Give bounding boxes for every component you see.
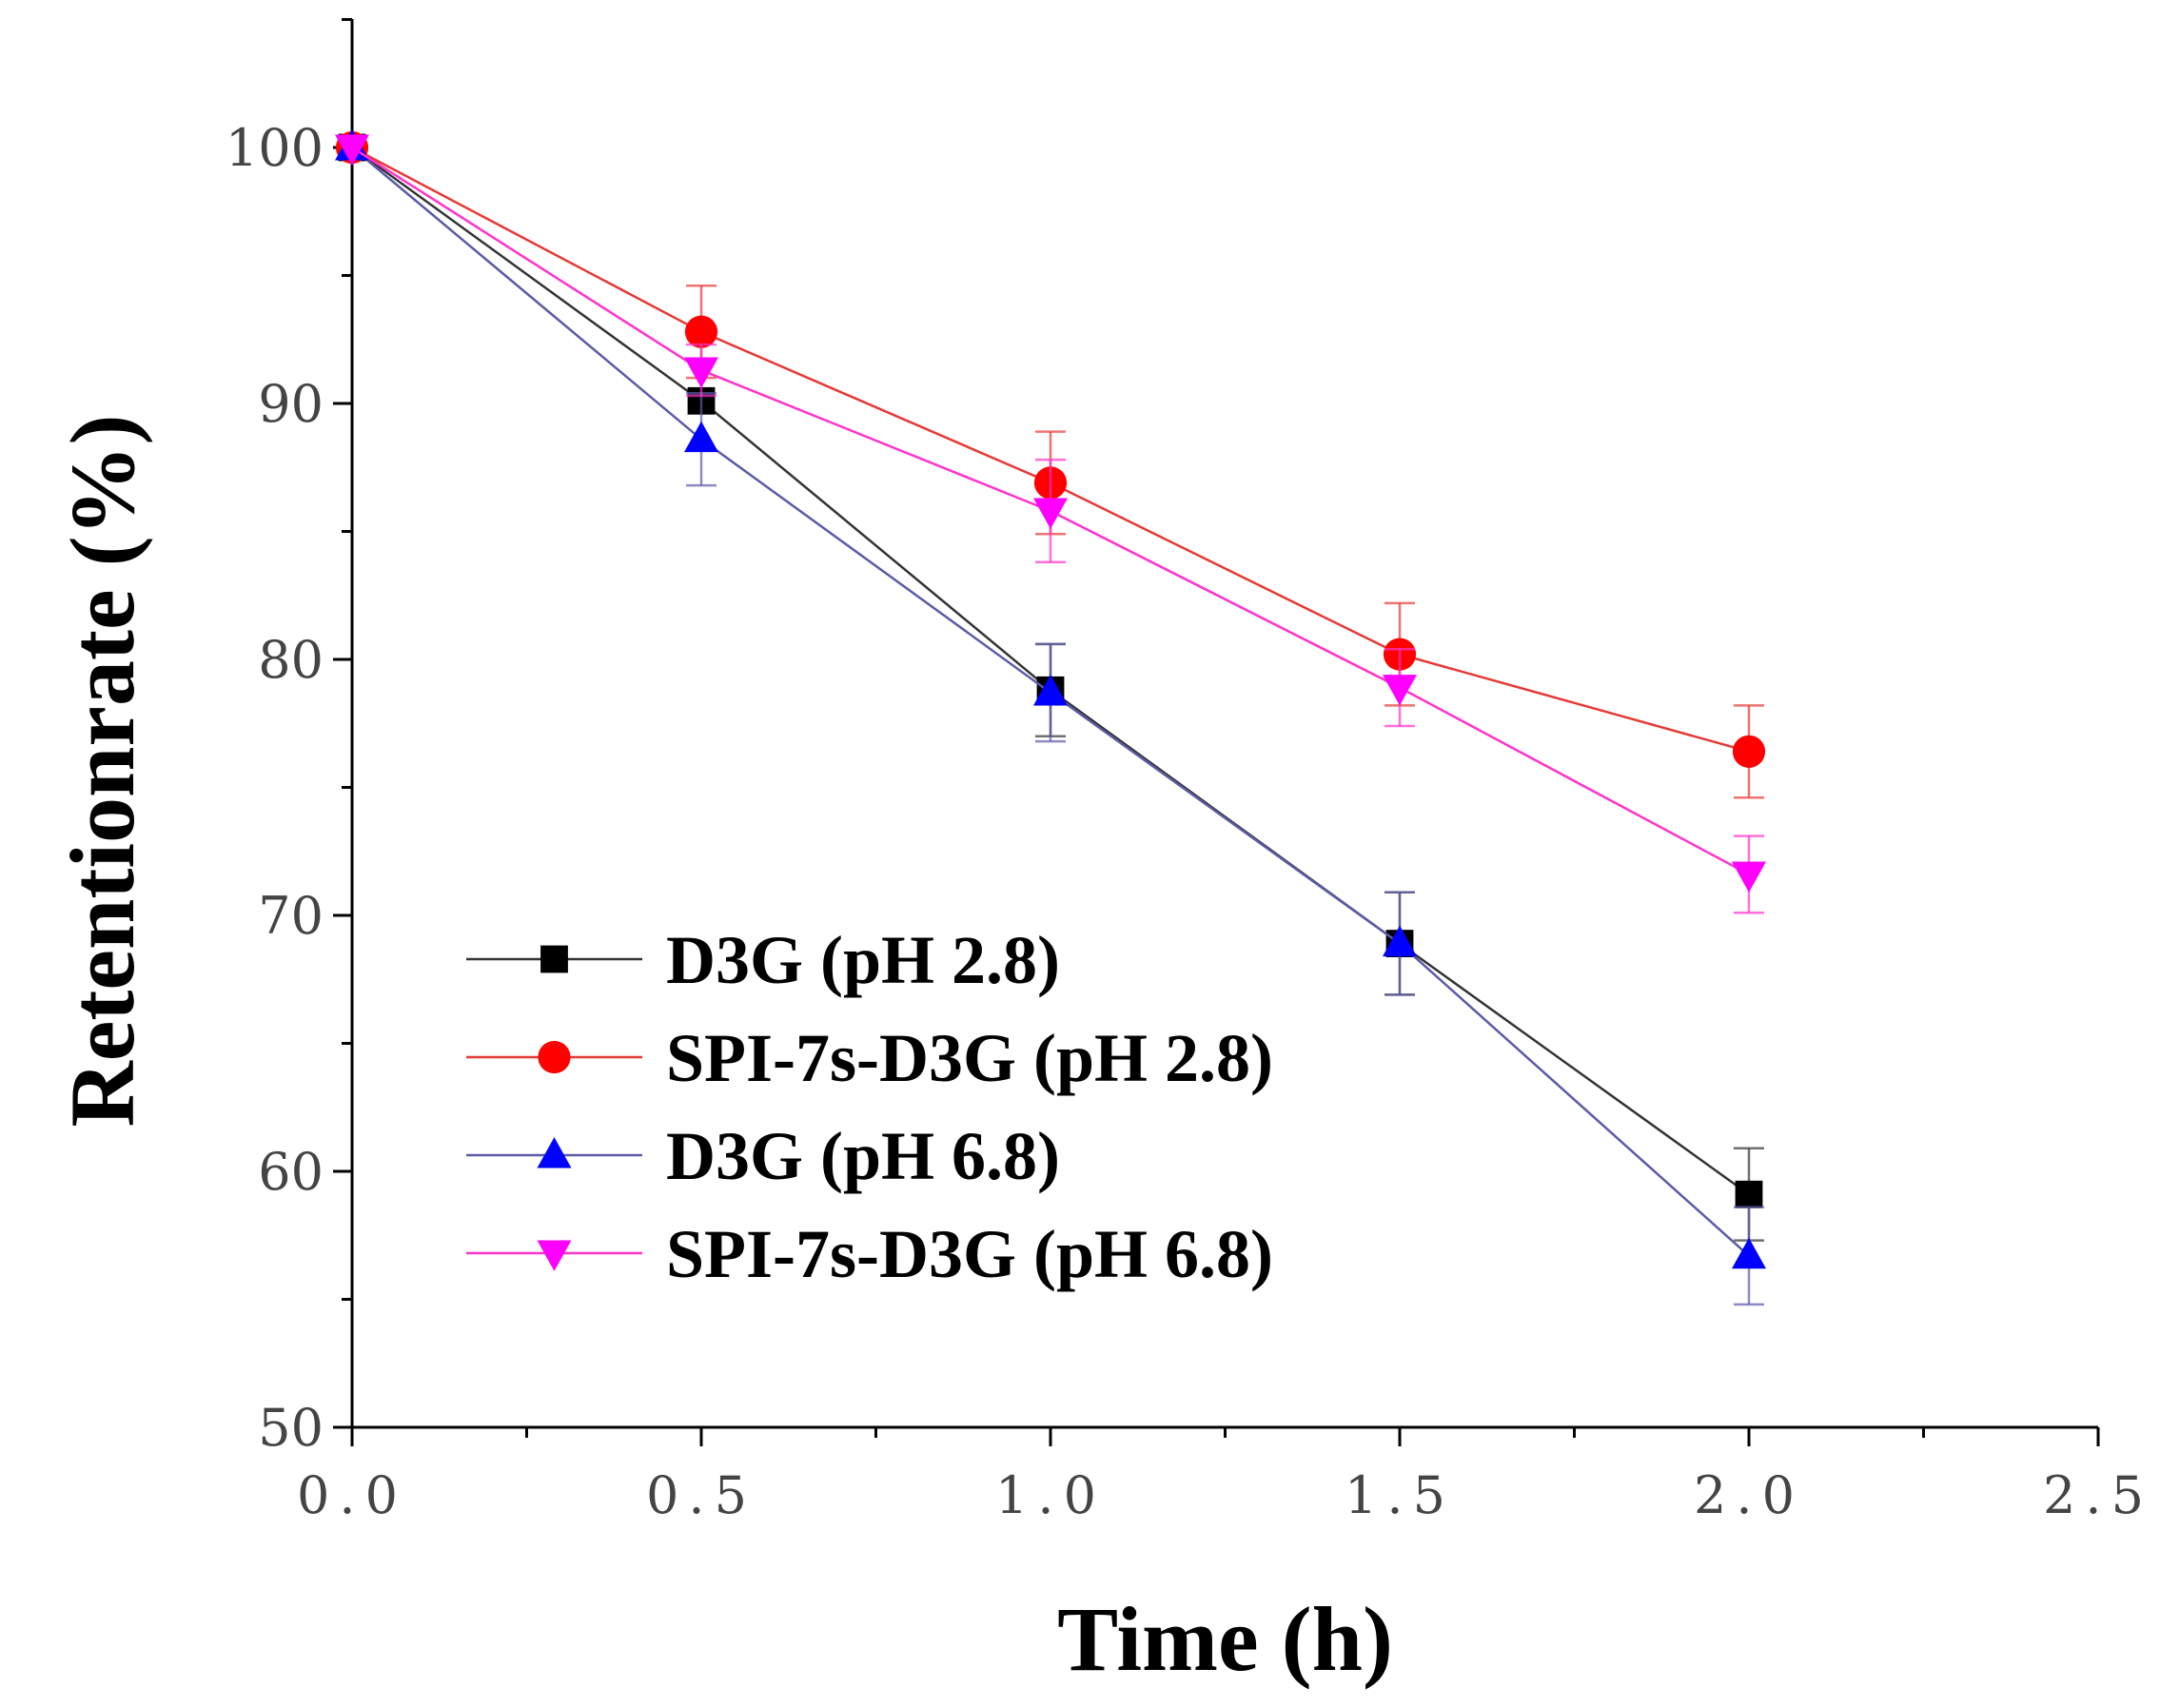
- legend-label: D3G (pH 2.8): [666, 922, 1060, 998]
- x-tick-label: 1.0: [995, 1465, 1106, 1525]
- data-point: [1033, 498, 1068, 529]
- x-tick-label: 2.0: [1694, 1465, 1804, 1525]
- legend-marker: [540, 945, 568, 973]
- y-tick-label: 90: [258, 374, 324, 434]
- data-point: [1383, 675, 1417, 706]
- legend-item: D3G (pH 6.8): [466, 1118, 1060, 1194]
- axes: 0.0 0.5 1.0 1.5 2.0 2.5 50 60 70 80 90 100: [226, 18, 2153, 1525]
- legend-item: SPI-7s-D3G (pH 6.8): [466, 1216, 1273, 1292]
- legend-label: SPI-7s-D3G (pH 2.8): [666, 1020, 1273, 1096]
- legend-marker: [537, 1240, 572, 1271]
- legend-marker: [538, 1040, 571, 1074]
- legend-item: D3G (pH 2.8): [466, 922, 1060, 998]
- legend-label: SPI-7s-D3G (pH 6.8): [666, 1216, 1273, 1292]
- y-ticks: 50 60 70 80 90 100: [226, 18, 352, 1458]
- data-point: [684, 357, 718, 388]
- data-point: [1732, 1237, 1766, 1269]
- x-tick-label: 2.5: [2043, 1465, 2153, 1525]
- x-ticks: 0.0 0.5 1.0 1.5 2.0 2.5: [297, 1427, 2153, 1525]
- legend-label: D3G (pH 6.8): [666, 1118, 1060, 1194]
- data-point: [335, 134, 369, 166]
- series-4: [335, 134, 1766, 914]
- data-point: [684, 315, 718, 348]
- data-point: [1732, 861, 1766, 893]
- series-3: [335, 129, 1766, 1306]
- x-tick-label: 0.0: [297, 1465, 407, 1525]
- y-tick-label: 80: [258, 630, 324, 690]
- data-point: [684, 421, 718, 453]
- x-axis-title: Time (h): [1057, 1588, 1393, 1690]
- series: [335, 129, 1766, 1306]
- y-tick-label: 50: [258, 1398, 324, 1458]
- y-tick-label: 70: [258, 886, 324, 946]
- data-point: [1033, 675, 1068, 706]
- legend-item: SPI-7s-D3G (pH 2.8): [466, 1020, 1273, 1096]
- y-tick-label: 100: [226, 118, 324, 178]
- x-tick-label: 1.5: [1345, 1465, 1455, 1525]
- data-point: [1732, 735, 1766, 768]
- y-tick-label: 60: [258, 1142, 324, 1202]
- data-point: [1735, 1180, 1763, 1208]
- legend: D3G (pH 2.8) SPI-7s-D3G (pH 2.8) D3G (pH 6…: [466, 922, 1273, 1292]
- legend-marker: [537, 1137, 572, 1168]
- data-point: [1383, 925, 1417, 957]
- y-axis-title: Retentionrate (%): [51, 414, 153, 1127]
- x-tick-label: 0.5: [646, 1465, 756, 1525]
